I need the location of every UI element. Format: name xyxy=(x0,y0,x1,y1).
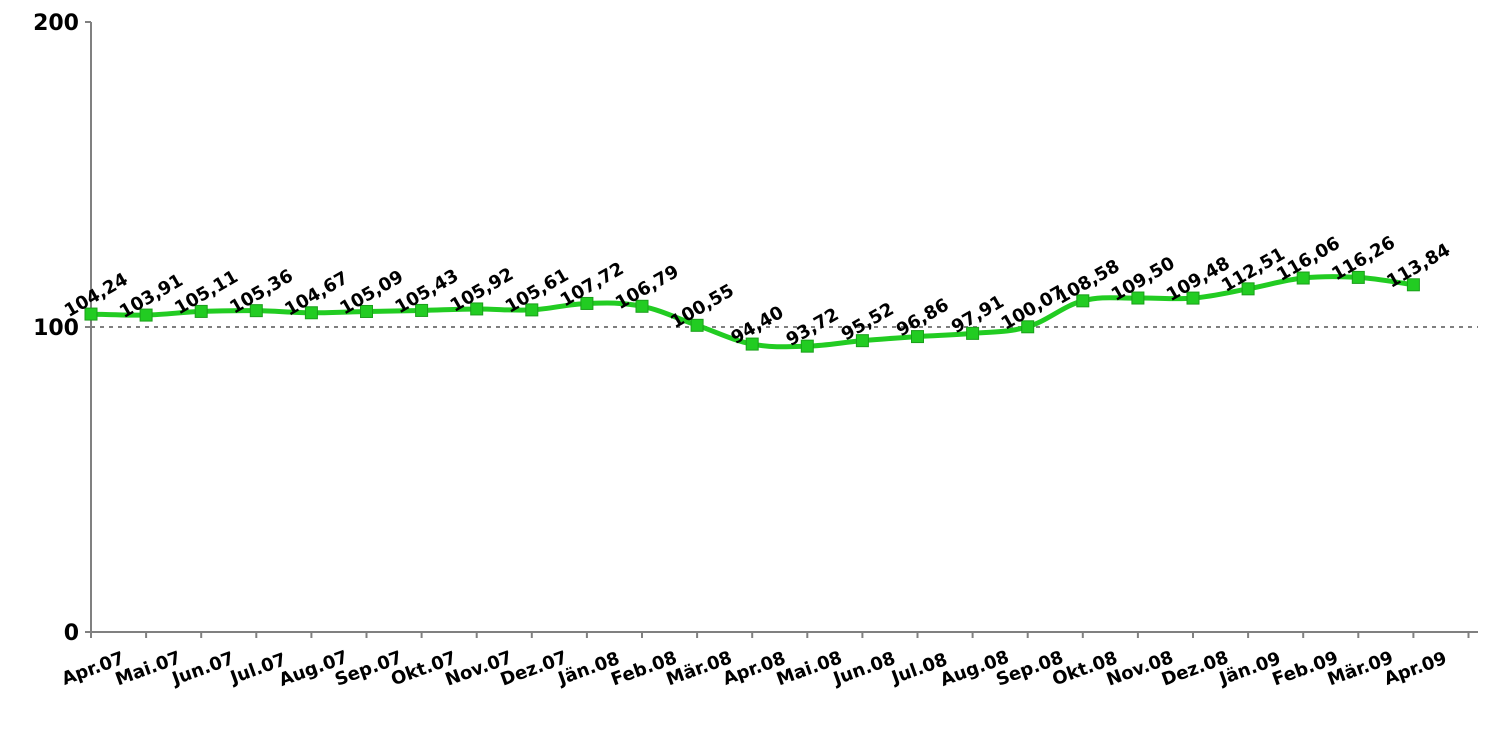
data-point xyxy=(635,299,649,313)
series-group xyxy=(84,270,1420,353)
data-point xyxy=(415,303,429,317)
x-tick-label: Apr.09 xyxy=(1381,648,1449,690)
data-point xyxy=(194,304,208,318)
data-point xyxy=(855,334,869,348)
data-point xyxy=(304,306,318,320)
y-tick-label: 200 xyxy=(33,11,79,36)
data-point xyxy=(525,303,539,317)
data-point xyxy=(139,308,153,322)
data-point xyxy=(800,339,814,353)
data-point xyxy=(1351,270,1365,284)
data-point xyxy=(249,304,263,318)
data-point xyxy=(580,296,594,310)
y-tick-label: 0 xyxy=(64,621,79,646)
y-tick-label: 100 xyxy=(33,316,79,341)
data-point xyxy=(360,304,373,318)
data-point xyxy=(1021,320,1035,334)
data-point xyxy=(745,337,759,351)
data-point xyxy=(1076,294,1090,308)
data-point xyxy=(690,318,704,332)
data-point xyxy=(1241,282,1255,296)
data-point xyxy=(84,307,98,321)
data-point xyxy=(1406,278,1420,292)
data-point xyxy=(966,326,980,340)
data-point xyxy=(911,330,924,344)
x-tick-labels-group: Apr.07Mai.07Jun.07Jul.07Aug.07Sep.07Okt.… xyxy=(59,647,1450,691)
data-point xyxy=(1131,291,1145,305)
axes: 0 100 200 xyxy=(33,11,1478,646)
data-point xyxy=(470,302,484,316)
data-point xyxy=(1296,271,1310,285)
data-point xyxy=(1186,291,1200,305)
